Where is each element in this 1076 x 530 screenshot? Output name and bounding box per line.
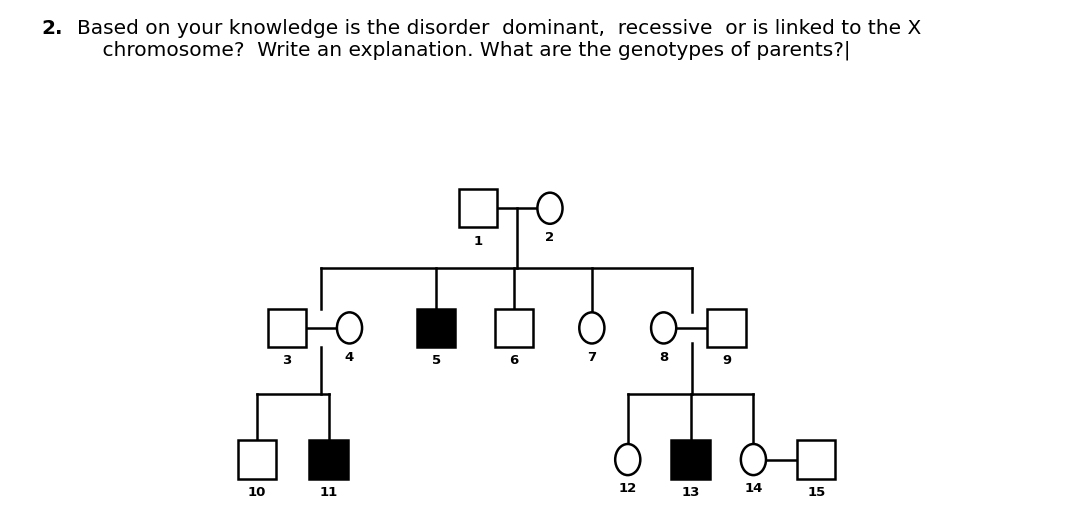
Ellipse shape [615,444,640,475]
Text: 14: 14 [745,482,763,496]
Bar [310,440,348,479]
Text: 11: 11 [320,486,338,499]
Ellipse shape [337,312,363,343]
Text: 10: 10 [247,486,266,499]
Bar [459,189,497,227]
Text: 8: 8 [659,351,668,364]
Bar [268,309,306,347]
Text: 12: 12 [619,482,637,496]
Ellipse shape [741,444,766,475]
Text: 6: 6 [509,354,519,367]
Text: 15: 15 [807,486,825,499]
Text: 9: 9 [722,354,731,367]
Ellipse shape [537,193,563,224]
Bar [797,440,835,479]
Bar [671,440,710,479]
Bar [495,309,534,347]
Ellipse shape [579,312,605,343]
Bar [417,309,455,347]
Text: 7: 7 [587,351,596,364]
Bar [238,440,275,479]
Text: 5: 5 [431,354,441,367]
Text: 3: 3 [282,354,292,367]
Text: Based on your knowledge is the disorder  dominant,  recessive  or is linked to t: Based on your knowledge is the disorder … [77,19,922,60]
Text: 1: 1 [473,235,483,248]
Text: 2: 2 [546,231,554,244]
Ellipse shape [651,312,676,343]
Text: 4: 4 [345,351,354,364]
Bar [707,309,746,347]
Text: 2.: 2. [41,19,62,38]
Text: 13: 13 [681,486,699,499]
